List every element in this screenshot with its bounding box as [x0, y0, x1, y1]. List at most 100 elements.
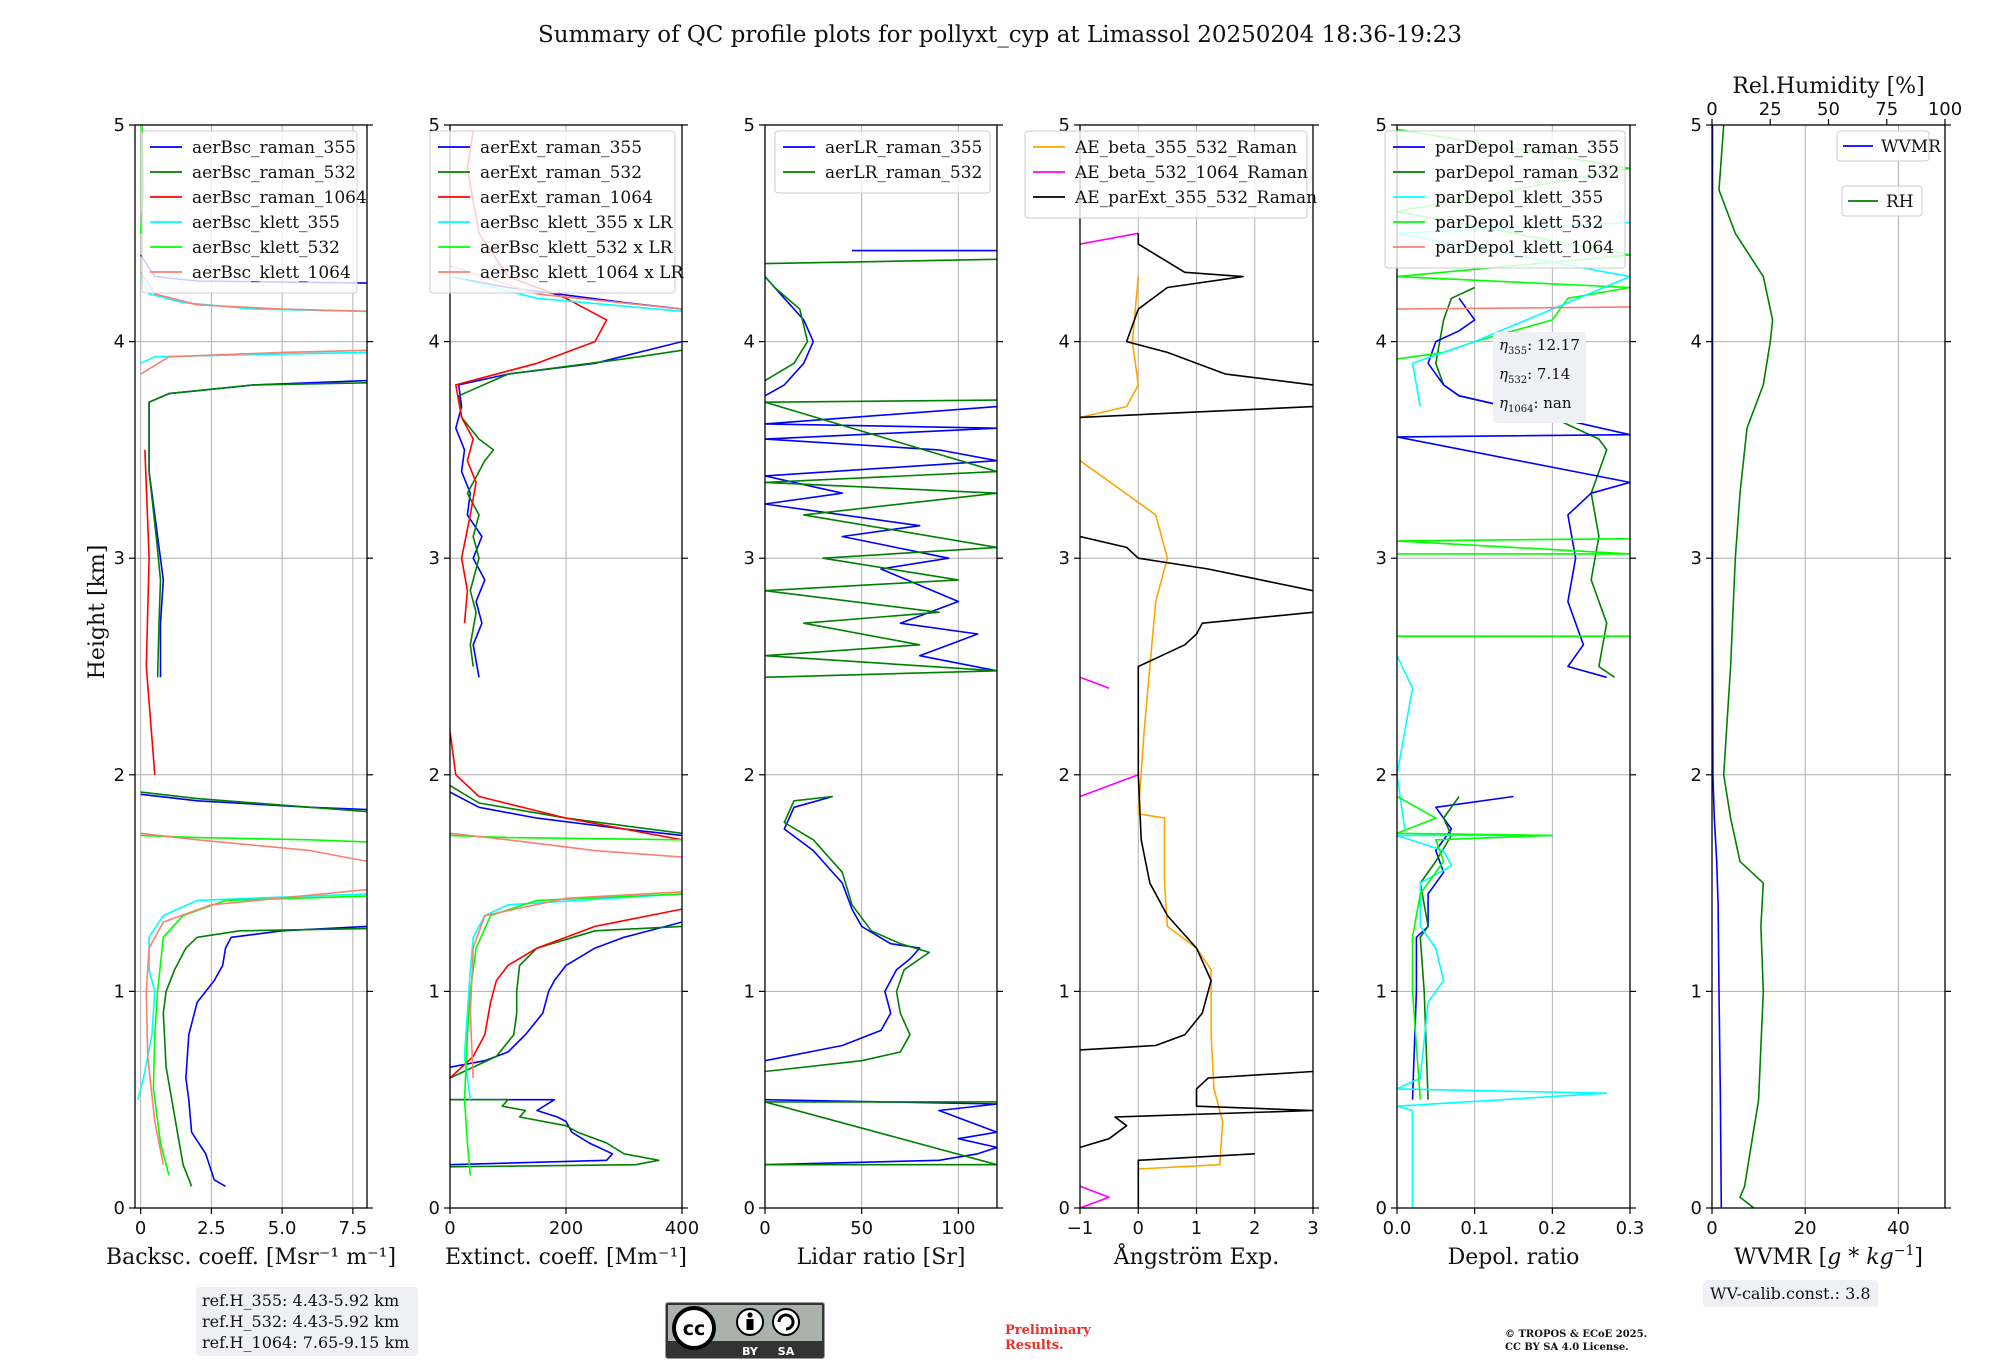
legend-label: parDepol_klett_355 — [1435, 188, 1603, 208]
series-line-aerBsc-klett-1064 — [145, 888, 367, 1165]
y-tick-label-lr: 0 — [744, 1198, 755, 1219]
series-line-parDepol-klett-355 — [1397, 834, 1608, 1208]
legend-box-bsc — [141, 130, 358, 294]
series-group-bsc — [137, 125, 367, 1187]
y-tick-label-wv: 1 — [1691, 981, 1702, 1002]
axes-frame-bsc — [134, 124, 368, 1209]
series-line-AE-beta-355-532-Raman — [1080, 460, 1224, 1170]
x-tick-label-ae: −1 — [1067, 1218, 1094, 1239]
legend-label: aerBsc_klett_355 x LR — [480, 213, 674, 233]
x-axis-label-depol: Depol. ratio — [1448, 1245, 1580, 1270]
y-tick-label-depol: 1 — [1376, 981, 1387, 1002]
eta-532: η532: 7.14 — [1499, 365, 1571, 386]
x-axis-label-ext: Extinct. coeff. [Mm⁻¹] — [445, 1245, 687, 1270]
y-tick-label-ext: 4 — [429, 332, 440, 353]
series-group-ae — [1080, 232, 1313, 1208]
y-tick-label-wv: 2 — [1691, 765, 1702, 786]
wv-calib-box: WV-calib.const.: 3.8 — [1703, 1280, 1878, 1307]
y-tick-label-ae: 1 — [1059, 981, 1070, 1002]
series-line-parDepol-klett-1064 — [1397, 306, 1630, 310]
legend-label: aerExt_raman_355 — [480, 138, 642, 158]
legend-ext: aerExt_raman_355 aerExt_raman_532 aerExt_r… — [429, 130, 684, 294]
legend-label: aerLR_raman_532 — [825, 163, 982, 183]
series-line-AE-parExt-355-532-Raman — [1080, 611, 1313, 1051]
legend-box-ae — [1024, 130, 1308, 219]
y-tick-label-ext: 0 — [429, 1198, 440, 1219]
legend-label: aerBsc_klett_1064 x LR — [480, 263, 684, 283]
x-tick-label-ae: 3 — [1307, 1218, 1318, 1239]
axes-frame-wv — [1711, 124, 1946, 1209]
eta-355: η355: 12.17 — [1499, 336, 1580, 357]
series-line-AE-parExt-355-532-Raman — [1125, 233, 1313, 386]
series-line-AE-beta-532-1064-Raman — [1080, 774, 1139, 798]
series-line-aerExt-raman-355 — [450, 791, 682, 837]
y-tick-label-lr: 4 — [744, 332, 755, 353]
x-tick-label-depol: 0.2 — [1538, 1218, 1567, 1239]
panel-lr: 0 50 100 0 1 2 3 4 5 Lidar ratio [Sr] aerLR_raman_… — [744, 115, 1003, 1270]
y-tick-label-ae: 4 — [1059, 332, 1070, 353]
legend-label: parDepol_raman_355 — [1435, 138, 1619, 158]
legend-box-lr — [774, 130, 991, 194]
top-tick-label-wv: 25 — [1759, 99, 1782, 120]
legend-label: AE_parExt_355_532_Raman — [1074, 188, 1317, 208]
y-tick-label-depol: 4 — [1376, 332, 1387, 353]
share-alike-icon — [772, 1308, 800, 1336]
series-line-aerLR-raman-355 — [765, 276, 815, 397]
series-line-aerLR-raman-355 — [765, 795, 921, 1062]
series-line-aerExt-raman-532 — [450, 1098, 660, 1168]
x-tick-label-bsc: 5.0 — [268, 1218, 297, 1239]
y-tick-label-lr: 3 — [744, 548, 755, 569]
panel-bsc: 0 2.5 5.0 7.5 0 1 2 3 4 5 Backsc. coeff. [Msr⁻¹ m⁻… — [106, 115, 396, 1270]
series-line-aerLR-raman-532 — [765, 258, 997, 265]
legend-label: aerBsc_klett_355 — [192, 213, 340, 233]
x-tick-label-bsc: 7.5 — [339, 1218, 368, 1239]
series-line-aerBsc-klett-1064 — [140, 832, 367, 863]
series-line-parDepol-raman-355 — [1411, 795, 1514, 1100]
legend-label: aerLR_raman_355 — [825, 138, 982, 158]
top-tick-label-wv: 100 — [1928, 99, 1962, 120]
series-line-aerBsc-klett-1064-x-LR — [450, 832, 682, 858]
series-line-aerLR-raman-355 — [765, 405, 997, 672]
y-tick-label-bsc: 3 — [114, 548, 125, 569]
series-line-aerBsc-raman-355 — [148, 379, 367, 678]
series-line-aerExt-raman-355 — [450, 1098, 614, 1166]
x-tick-label-ae: 0 — [1133, 1218, 1144, 1239]
legend-label: AE_beta_355_532_Raman — [1074, 138, 1297, 158]
legend-label: aerExt_raman_532 — [480, 163, 642, 183]
series-group-lr — [765, 249, 997, 1166]
x-tick-label-ae: 2 — [1249, 1218, 1260, 1239]
series-line-parDepol-klett-532 — [1397, 795, 1554, 1100]
y-tick-label-ae: 2 — [1059, 765, 1070, 786]
x-tick-label-lr: 100 — [941, 1218, 975, 1239]
eta-annotation: η355: 12.17 η532: 7.14 η1064: nan — [1493, 332, 1586, 423]
y-tick-label-ae: 5 — [1059, 115, 1070, 136]
series-line-RH — [1718, 125, 1774, 1208]
y-tick-label-bsc: 4 — [114, 332, 125, 353]
legend-label: parDepol_raman_532 — [1435, 163, 1619, 183]
y-tick-label-lr: 2 — [744, 765, 755, 786]
svg-text:cc: cc — [683, 1318, 706, 1340]
x-tick-label-ext: 400 — [665, 1218, 699, 1239]
series-group-depol — [1397, 128, 1630, 1208]
series-line-aerExt-raman-355 — [450, 921, 682, 1068]
y-tick-label-lr: 1 — [744, 981, 755, 1002]
series-line-aerLR-raman-532 — [765, 399, 997, 679]
series-line-aerBsc-raman-532 — [148, 382, 367, 678]
legend-label: parDepol_klett_1064 — [1435, 238, 1614, 258]
y-tick-label-ae: 0 — [1059, 1198, 1070, 1219]
x-tick-label-depol: 0.1 — [1460, 1218, 1489, 1239]
y-tick-label-ext: 5 — [429, 115, 440, 136]
series-line-parDepol-raman-355 — [1397, 297, 1630, 679]
y-tick-label-bsc: 0 — [114, 1198, 125, 1219]
series-line-aerExt-raman-532 — [450, 784, 682, 835]
series-line-parDepol-raman-532 — [1435, 286, 1615, 678]
legend-label: aerBsc_klett_532 x LR — [480, 238, 674, 258]
cc-license-badge: cc BY SA — [665, 1302, 825, 1359]
series-line-aerBsc-raman-1064 — [144, 449, 156, 775]
svg-text:SA: SA — [778, 1345, 795, 1358]
top-tick-label-wv: 75 — [1875, 99, 1898, 120]
legend-lr: aerLR_raman_355 aerLR_raman_532 — [774, 130, 991, 194]
series-line-AE-beta-532-1064-Raman — [1080, 676, 1110, 689]
series-line-AE-beta-532-1064-Raman — [1080, 1185, 1110, 1208]
